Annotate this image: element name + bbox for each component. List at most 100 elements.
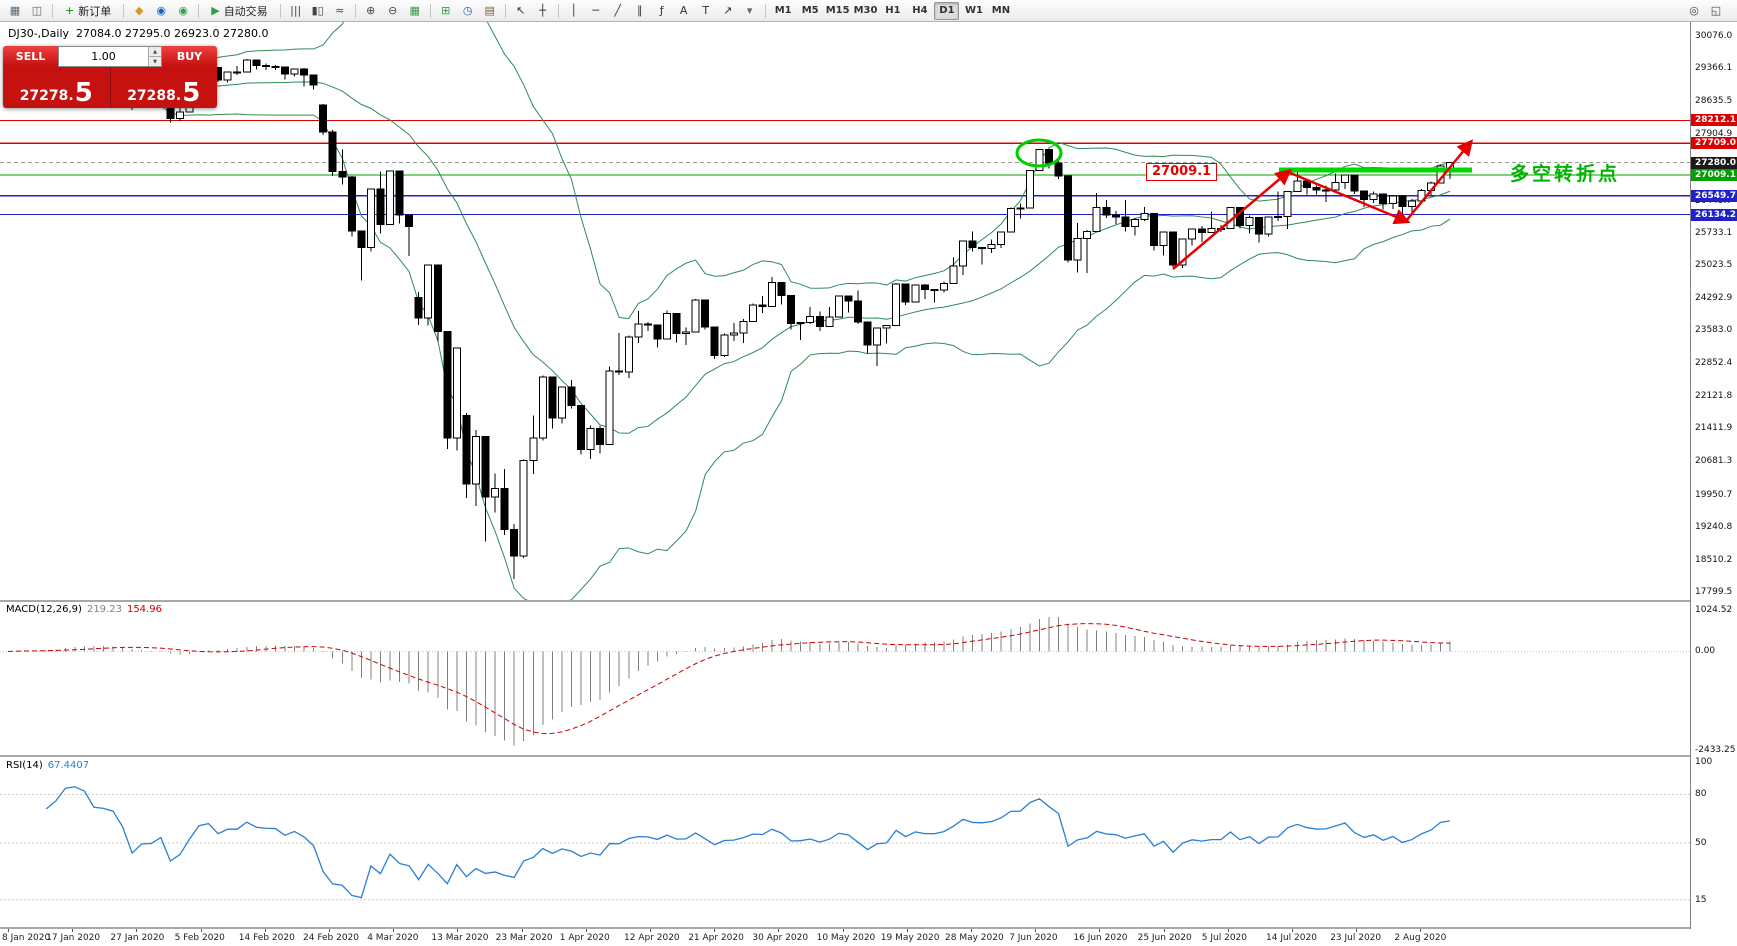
periods-icon[interactable]: ◷: [458, 2, 478, 20]
chart-ohlc-info: DJ30-,Daily 27084.0 27295.0 26923.0 2728…: [8, 27, 268, 40]
rsi-scale-label: 50: [1695, 838, 1707, 848]
market-watch-icon[interactable]: ◆: [129, 2, 149, 20]
sell-button[interactable]: SELL: [3, 46, 58, 67]
bar-chart-type-icon[interactable]: |||: [286, 2, 306, 20]
date-label: 4 Mar 2020: [367, 933, 419, 943]
vertical-line-icon[interactable]: │: [564, 2, 584, 20]
date-tick: [72, 929, 74, 932]
macd-scale-label: 0.00: [1695, 646, 1716, 657]
bollinger-bands: [46, 22, 1451, 600]
volume-value[interactable]: 1.00: [91, 50, 116, 63]
volume-input[interactable]: 1.00 ▲ ▼: [58, 46, 162, 67]
quick-search-icon[interactable]: ◎: [1684, 2, 1704, 20]
price-tick-label: 24292.9: [1695, 292, 1733, 303]
templates-icon[interactable]: ▤: [480, 2, 500, 20]
sell-price-button[interactable]: 27278. 5: [3, 67, 110, 108]
candlestick-chart-type-icon[interactable]: ▮▯: [308, 2, 328, 20]
volume-down-button[interactable]: ▼: [149, 56, 161, 66]
price-tick-label: 20681.3: [1695, 456, 1733, 467]
main-chart[interactable]: [0, 22, 1690, 600]
channel-icon[interactable]: ∥: [630, 2, 650, 20]
date-label: 17 Jan 2020: [46, 933, 101, 943]
crosshair-icon-glyph: ┼: [539, 4, 546, 17]
volume-up-button[interactable]: ▲: [149, 47, 161, 56]
arrows-objects-icon[interactable]: ↗: [718, 2, 738, 20]
timeframe-m30-button[interactable]: M30: [853, 5, 878, 16]
quick-search-icon-glyph: ◎: [1689, 4, 1699, 17]
toolbar-separator: [52, 3, 53, 18]
price-tick-label: 19950.7: [1695, 489, 1733, 500]
trend-arrow: [1287, 170, 1411, 225]
indicators-icon[interactable]: ⊞: [436, 2, 456, 20]
zoom-in-icon[interactable]: ⊕: [361, 2, 381, 20]
chat-icon[interactable]: ◉: [173, 2, 193, 20]
vertical-line-icon-glyph: │: [570, 4, 577, 17]
profiles-icon[interactable]: ◫: [27, 2, 47, 20]
text-icon[interactable]: A: [674, 2, 694, 20]
panel-divider[interactable]: [0, 600, 1737, 602]
rsi-scale-label: 80: [1695, 789, 1707, 800]
turning-point-label[interactable]: 多空转折点: [1510, 163, 1621, 185]
timeframe-m15-button[interactable]: M15: [825, 5, 850, 16]
date-tick: [521, 929, 523, 932]
date-tick: [1227, 929, 1229, 932]
buy-price-main: 27288.: [127, 87, 182, 104]
tile-windows-icon[interactable]: ▦: [405, 2, 425, 20]
buy-button[interactable]: BUY: [162, 46, 217, 67]
horizontal-line-icon[interactable]: ─: [586, 2, 606, 20]
timeframe-h1-button[interactable]: H1: [885, 5, 901, 16]
toolbar-separator: [429, 3, 431, 18]
community-icon-glyph: ◉: [156, 4, 167, 17]
autotrade-button[interactable]: ▶ 自动交易: [204, 2, 274, 20]
price-tick-label: 25733.1: [1695, 227, 1733, 238]
toolbar-separator: [504, 3, 506, 18]
sell-price-pips: 5: [74, 78, 93, 108]
crosshair-icon[interactable]: ┼: [533, 2, 553, 20]
date-label: 19 May 2020: [880, 933, 940, 943]
timeframe-m1-button[interactable]: M1: [774, 5, 792, 16]
text-label-icon[interactable]: T: [696, 2, 716, 20]
drawings: [1015, 138, 1474, 270]
macd-histogram: [17, 617, 1451, 746]
date-tick: [1420, 929, 1422, 932]
price-scale-axis[interactable]: 30076.029366.128635.527904.927174.326443…: [1690, 22, 1737, 929]
rsi-panel[interactable]: [0, 758, 1690, 927]
volume-steppers: ▲ ▼: [148, 47, 161, 66]
panel-divider[interactable]: [0, 927, 1737, 929]
periods-icon-glyph: ◷: [462, 4, 473, 17]
rsi-name: RSI(14): [6, 760, 43, 771]
price-tick-label: 25023.5: [1695, 259, 1733, 270]
time-axis[interactable]: 8 Jan 2020 17 Jan 2020 27 Jan 2020 5 Feb 20…: [0, 929, 1737, 946]
new-window-icon[interactable]: ◱: [1706, 2, 1726, 20]
chart-window-icon-glyph: ▦: [9, 4, 21, 17]
date-tick: [971, 929, 972, 932]
date-label: 16 Jun 2020: [1073, 933, 1128, 943]
timeframe-h4-button[interactable]: H4: [912, 5, 928, 16]
line-chart-type-icon[interactable]: ≈: [330, 2, 350, 20]
objects-dropdown-icon[interactable]: ▾: [740, 2, 760, 20]
chart-window-icon[interactable]: ▦: [5, 2, 25, 20]
macd-panel[interactable]: [0, 603, 1690, 755]
timeframe-w1-button[interactable]: W1: [964, 5, 983, 16]
panel-divider[interactable]: [0, 755, 1737, 757]
buy-price-button[interactable]: 27288. 5: [109, 67, 217, 108]
date-label: 14 Feb 2020: [238, 933, 295, 943]
trendline-icon[interactable]: ╱: [608, 2, 628, 20]
date-tick: [1292, 929, 1293, 932]
market-watch-icon-glyph: ◆: [134, 4, 144, 17]
price-annotation[interactable]: 27009.1: [1146, 163, 1218, 181]
cursor-icon[interactable]: ↖: [511, 2, 531, 20]
buy-price-pips: 5: [182, 78, 201, 108]
new-order-button[interactable]: + 新订单: [58, 2, 118, 20]
timeframe-mn-button[interactable]: MN: [991, 5, 1011, 16]
toolbar-main-group: ▦ ◫ + 新订单 ◆ ◉ ◉ ▶ 自动交易 ||| ▮▯ ≈ ⊕ ⊖ ▦ ⊞ ◷ ▤ ↖ ┼ │ ─ ╱ ∥ ƒ A T ↗ ▾: [4, 2, 770, 20]
candles: [4, 59, 1455, 580]
fibonacci-icon[interactable]: ƒ: [652, 2, 672, 20]
community-icon[interactable]: ◉: [151, 2, 171, 20]
zoom-out-icon[interactable]: ⊖: [383, 2, 403, 20]
date-label: 23 Jul 2020: [1330, 933, 1382, 943]
timeframe-d1-button[interactable]: D1: [934, 1, 960, 20]
timeframe-m5-button[interactable]: M5: [801, 5, 819, 16]
price-tick-label: 27904.9: [1695, 129, 1733, 140]
